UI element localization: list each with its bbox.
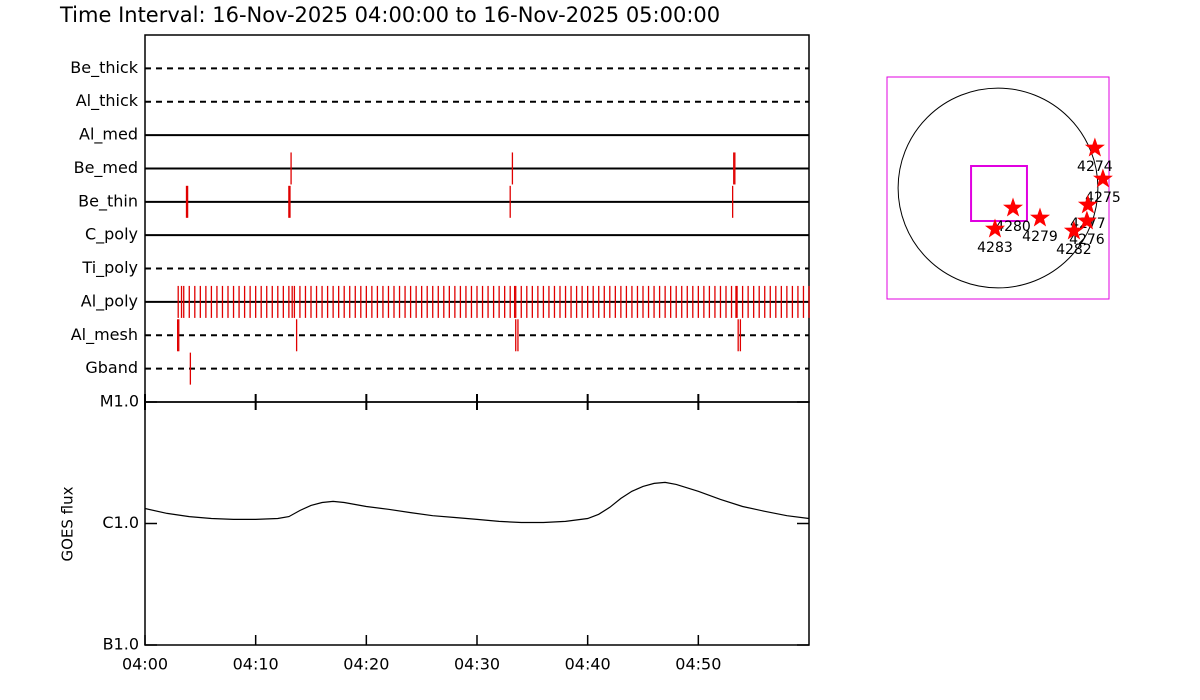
y-tick-label: B1.0: [103, 635, 139, 654]
region-label: 4274: [1077, 159, 1113, 175]
region-star: [1063, 220, 1084, 240]
region-label: 4282: [1056, 242, 1092, 258]
region-star: [1030, 207, 1050, 227]
row-label: Be_thick: [70, 58, 138, 78]
row-label: Al_thick: [76, 91, 139, 111]
region-star: [1076, 210, 1097, 230]
region-star: [1093, 168, 1113, 188]
x-tick-label: 04:40: [565, 655, 611, 674]
row-label: Be_thin: [78, 191, 138, 211]
region-star: [985, 218, 1005, 238]
region-star: [1003, 197, 1023, 217]
region-star: [1084, 137, 1105, 157]
row-label: Be_med: [74, 158, 138, 178]
solar-limb: [897, 87, 1099, 289]
region-label: 4283: [977, 240, 1013, 256]
row-label: Gband: [85, 358, 138, 377]
field-of-view: [970, 165, 1028, 222]
row-label: Ti_poly: [81, 258, 138, 278]
y-axis-label: GOES flux: [59, 486, 77, 561]
chart-title: Time Interval: 16-Nov-2025 04:00:00 to 1…: [59, 3, 720, 27]
y-tick-label: C1.0: [102, 513, 139, 532]
region-star: [1077, 194, 1098, 214]
map-frame: [886, 76, 1110, 300]
x-tick-label: 04:10: [233, 655, 279, 674]
x-tick-label: 04:20: [343, 655, 389, 674]
x-tick-label: 04:00: [122, 655, 168, 674]
region-label: 4280: [995, 219, 1031, 235]
y-tick-label: M1.0: [100, 392, 139, 411]
row-label: Al_mesh: [71, 325, 138, 345]
row-label: Al_med: [79, 125, 138, 145]
row-label: Al_poly: [81, 291, 138, 311]
x-tick-label: 04:30: [454, 655, 500, 674]
x-tick-label: 04:50: [675, 655, 721, 674]
region-label: 4279: [1022, 229, 1058, 245]
goes-line: [144, 481, 810, 524]
row-label: C_poly: [85, 225, 138, 245]
